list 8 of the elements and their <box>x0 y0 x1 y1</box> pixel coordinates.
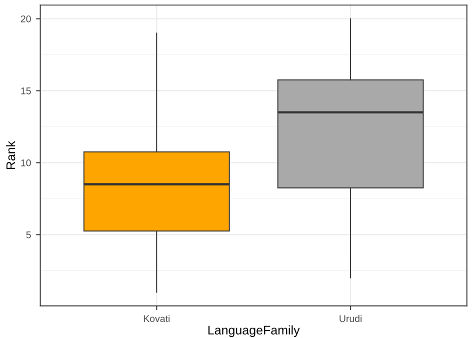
y-tick-label: 10 <box>21 159 31 166</box>
y-tick-label: 5 <box>26 231 31 238</box>
x-axis-title: LanguageFamily <box>208 325 300 338</box>
x-tick-label: Urudi <box>340 314 362 322</box>
y-axis-title: Rank <box>6 140 16 170</box>
y-tick-label: 15 <box>21 88 31 94</box>
y-tick-label: 20 <box>20 15 31 22</box>
x-tick-label: Kovati <box>144 314 170 322</box>
